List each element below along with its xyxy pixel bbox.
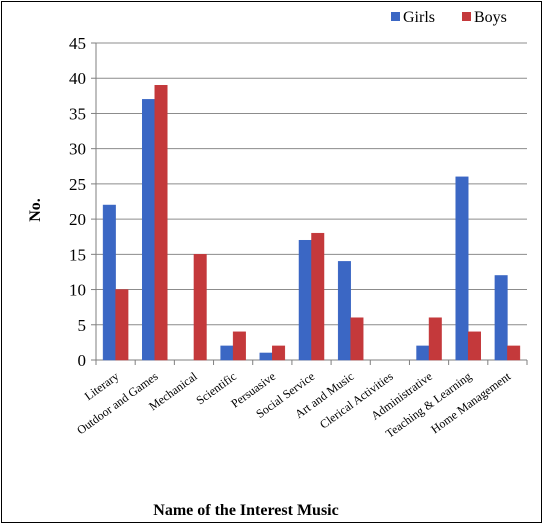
y-tick-label: 10	[69, 281, 86, 300]
bar-girls-8	[416, 345, 430, 361]
y-tick-label: 5	[78, 316, 87, 335]
bar-girls-9	[455, 176, 469, 361]
y-axis-ticks: 0 5 10 15 20 25 30 35 40 45	[69, 34, 96, 370]
bar-girls-10	[494, 275, 508, 361]
y-tick-label: 45	[69, 34, 86, 53]
y-tick-label: 35	[69, 104, 86, 123]
bar-boys-0	[115, 289, 129, 361]
bar-boys-10	[507, 345, 521, 361]
bar-boys-1	[154, 85, 168, 361]
bar-girls-4	[259, 352, 273, 361]
grid-lines	[95, 42, 527, 361]
y-tick-label: 0	[78, 351, 87, 370]
bar-girls-1	[142, 99, 156, 361]
bar-boys-5	[311, 232, 325, 361]
legend-label-girls: Girls	[403, 9, 435, 26]
x-axis-title: Name of the Interest Music	[153, 502, 338, 519]
legend-swatch-girls	[391, 12, 400, 21]
bar-boys-9	[467, 331, 481, 361]
bar-boys-8	[428, 317, 442, 361]
legend-swatch-boys	[462, 12, 471, 21]
y-tick-label: 15	[69, 245, 86, 264]
bars	[102, 85, 521, 361]
bar-girls-5	[298, 239, 312, 361]
bar-boys-2	[193, 254, 207, 361]
bar-boys-4	[272, 345, 286, 361]
y-tick-label: 20	[69, 210, 86, 229]
y-tick-label: 40	[69, 69, 86, 88]
bar-girls-6	[337, 261, 351, 361]
bar-boys-3	[232, 331, 246, 361]
y-tick-label: 25	[69, 175, 86, 194]
y-tick-label: 30	[69, 140, 86, 159]
legend: Girls Boys	[391, 9, 507, 26]
bar-girls-0	[102, 204, 116, 361]
bar-boys-6	[350, 317, 364, 361]
y-axis-title: No.	[27, 198, 44, 222]
bar-girls-3	[220, 345, 234, 361]
legend-label-boys: Boys	[474, 9, 507, 26]
